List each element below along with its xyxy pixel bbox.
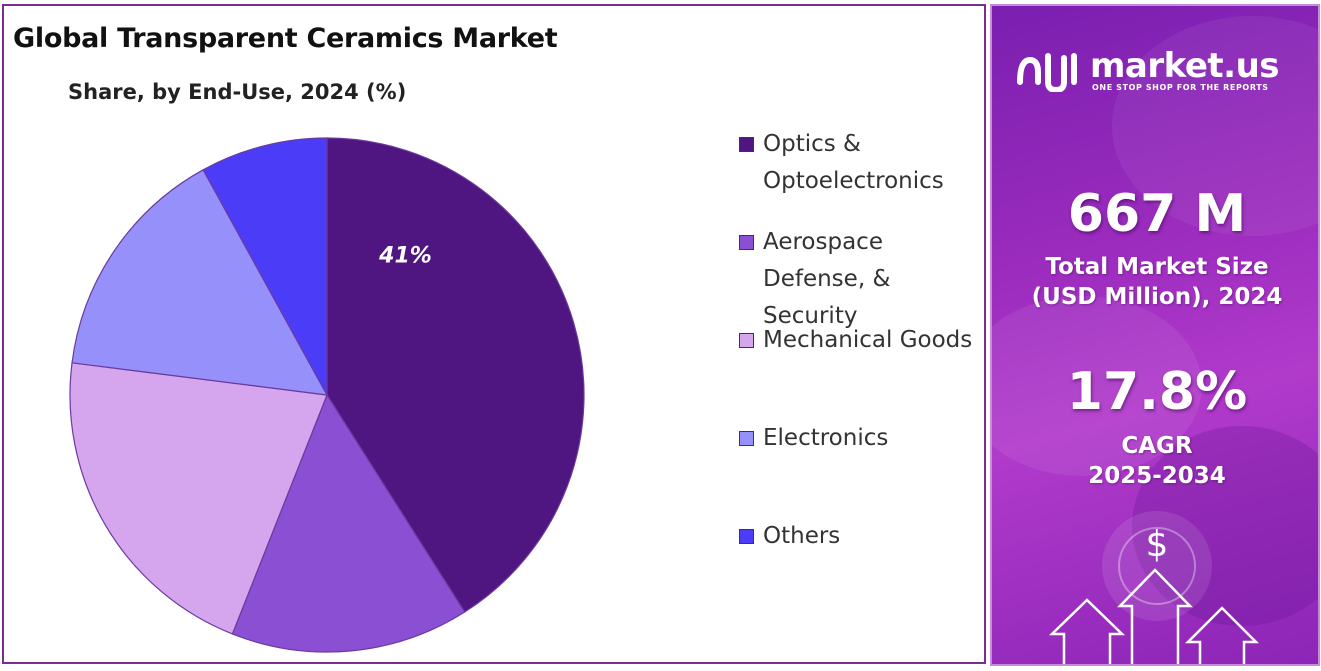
- chart-panel: Global Transparent Ceramics Market Share…: [2, 4, 986, 664]
- legend-swatch-electronics: [739, 431, 754, 446]
- cagr-label: CAGR 2025-2034: [992, 431, 1318, 491]
- growth-arrows-icon: [1048, 568, 1260, 664]
- legend-swatch-aerospace: [739, 235, 754, 250]
- chart-subtitle: Share, by End-Use, 2024 (%): [68, 80, 407, 104]
- background-decoration: [992, 16, 1318, 626]
- legend-label-others: Others: [763, 523, 841, 549]
- chart-title: Global Transparent Ceramics Market: [13, 23, 558, 54]
- brand-tagline: ONE STOP SHOP FOR THE REPORTS: [1092, 83, 1269, 92]
- dollar-icon: $: [1145, 524, 1169, 565]
- pie-data-label-optics-optoelectronics: 41%: [378, 243, 432, 268]
- chart-legend: Optics & Optoelectronics Aerospace Defen…: [737, 6, 987, 666]
- brand-logo[interactable]: market.us ONE STOP SHOP FOR THE REPORTS: [1014, 46, 1304, 96]
- legend-swatch-others: [739, 529, 754, 544]
- pie-slice-mechanical-goods[interactable]: [69, 362, 328, 635]
- market-us-logo-icon: [1017, 53, 1077, 92]
- cagr-value: 17.8%: [1066, 362, 1248, 422]
- pie-slice-electronics[interactable]: [71, 168, 329, 396]
- market-size-label: Total Market Size (USD Million), 2024: [992, 252, 1318, 312]
- cagr-label-line2: 2025-2034: [1088, 463, 1226, 489]
- market-size-value: 667 M: [1067, 184, 1247, 244]
- legend-label-optics: Optics & Optoelectronics: [763, 131, 944, 194]
- pie-slice-optics-optoelectronics[interactable]: [326, 137, 585, 613]
- market-size-label-line2: (USD Million), 2024: [1031, 284, 1283, 310]
- legend-swatch-optics: [739, 137, 754, 152]
- pie-chart: 41%: [69, 137, 585, 653]
- legend-label-mechanical: Mechanical Goods: [763, 327, 973, 353]
- legend-label-electronics: Electronics: [763, 425, 889, 451]
- summary-panel: market.us ONE STOP SHOP FOR THE REPORTS …: [990, 4, 1320, 666]
- market-size-label-line1: Total Market Size: [1045, 254, 1269, 280]
- brand-name: market.us: [1090, 46, 1280, 86]
- pie-slice-others[interactable]: [202, 137, 328, 396]
- legend-label-aerospace: Aerospace Defense, & Security: [763, 229, 891, 329]
- pie-slice-aerospace-defense-security[interactable]: [231, 393, 466, 653]
- legend-swatch-mechanical: [739, 333, 754, 348]
- cagr-label-line1: CAGR: [1121, 433, 1193, 459]
